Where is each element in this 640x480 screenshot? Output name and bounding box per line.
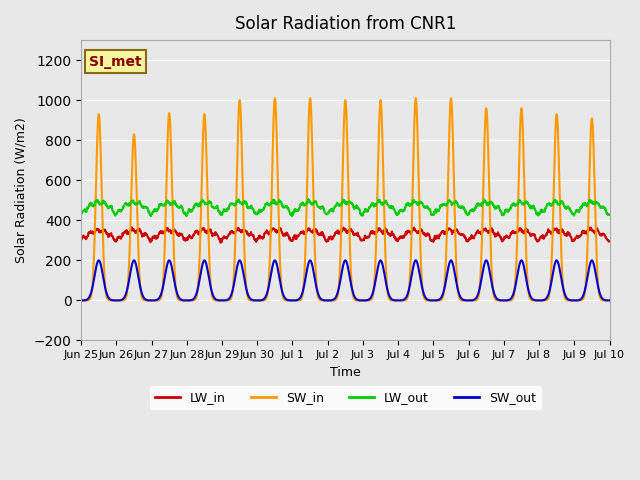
SW_out	[254, 298, 262, 303]
Line: SW_in: SW_in	[81, 98, 609, 300]
X-axis label: Time: Time	[330, 366, 361, 379]
SW_out	[605, 298, 613, 303]
Line: SW_out: SW_out	[81, 260, 609, 300]
LW_in	[497, 234, 504, 240]
SW_in	[77, 298, 85, 303]
SW_out	[182, 298, 190, 303]
LW_in	[428, 238, 435, 244]
LW_in	[195, 229, 203, 235]
SW_out	[95, 257, 102, 263]
Line: LW_out: LW_out	[81, 199, 609, 216]
SW_out	[543, 295, 550, 300]
SW_in	[195, 276, 202, 282]
SW_in	[182, 298, 189, 303]
LW_out	[305, 196, 312, 202]
SW_in	[254, 298, 262, 303]
Legend: LW_in, SW_in, LW_out, SW_out: LW_in, SW_in, LW_out, SW_out	[150, 386, 541, 409]
LW_out	[182, 213, 190, 219]
SW_in	[271, 96, 279, 101]
LW_out	[497, 208, 504, 214]
SW_out	[77, 298, 85, 303]
LW_out	[182, 212, 189, 217]
LW_out	[605, 212, 613, 217]
LW_out	[77, 211, 85, 217]
Text: SI_met: SI_met	[89, 55, 141, 69]
LW_out	[254, 209, 262, 215]
LW_out	[428, 212, 435, 217]
LW_in	[77, 237, 85, 243]
LW_in	[255, 235, 262, 240]
LW_in	[605, 239, 613, 244]
Line: LW_in: LW_in	[81, 228, 609, 243]
SW_out	[497, 298, 504, 303]
Title: Solar Radiation from CNR1: Solar Radiation from CNR1	[235, 15, 456, 33]
SW_out	[195, 280, 203, 286]
LW_out	[543, 202, 551, 207]
SW_in	[543, 297, 550, 303]
LW_out	[195, 202, 203, 208]
Y-axis label: Solar Radiation (W/m2): Solar Radiation (W/m2)	[15, 118, 28, 263]
LW_in	[182, 235, 190, 241]
SW_in	[605, 298, 613, 303]
SW_in	[497, 298, 504, 303]
LW_in	[128, 225, 136, 230]
SW_in	[428, 298, 435, 303]
LW_in	[543, 230, 551, 236]
LW_in	[217, 240, 225, 246]
SW_out	[428, 298, 435, 303]
